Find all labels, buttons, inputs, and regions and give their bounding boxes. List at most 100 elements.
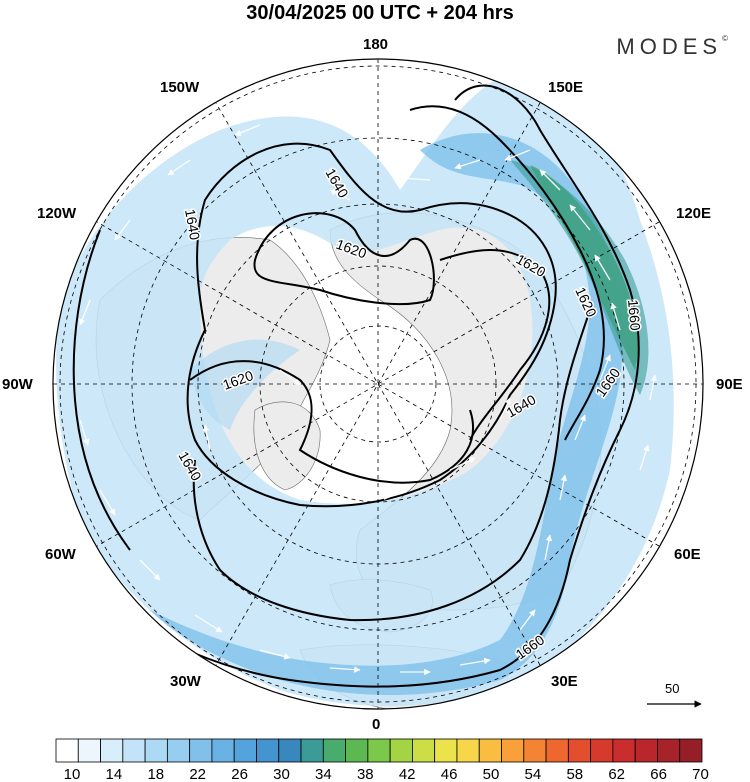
- wind-vector: [224, 374, 249, 391]
- colorbar-tick-label: 30: [273, 766, 290, 782]
- wind-vector: [574, 414, 586, 441]
- colorbar-swatch: [523, 738, 547, 763]
- colorbar-swatch: [233, 738, 257, 763]
- wind-vector: [234, 124, 261, 136]
- contour-1620-north-america: [253, 212, 435, 306]
- lon-label-150w: 150W: [160, 79, 200, 96]
- wind-vector: [139, 559, 161, 581]
- contour-1620-arctic: [189, 360, 475, 484]
- colorbar-swatch: [300, 738, 324, 763]
- colorbar-swatch: [501, 738, 525, 763]
- colorbar-swatch: [612, 738, 636, 763]
- brand-logo: MODES©: [616, 34, 728, 60]
- wind-vector: [167, 159, 191, 176]
- colorbar-tick-label: 42: [398, 766, 416, 782]
- colorbar-swatch: [679, 738, 703, 763]
- colorbar-tick-label: 34: [315, 766, 332, 782]
- colorbar-swatch: [100, 738, 124, 763]
- reference-vector-label: 50: [665, 681, 680, 696]
- wind-vector: [449, 457, 476, 471]
- colorbar-tick-label: 14: [105, 766, 123, 782]
- lon-label-60e: 60E: [674, 546, 701, 563]
- lon-label-30w: 30W: [170, 673, 201, 690]
- colorbar-tick-label: 18: [147, 766, 165, 782]
- wind-vector: [79, 419, 90, 446]
- colorbar-tick-label: 54: [524, 766, 542, 782]
- contour-label: 1660: [625, 299, 644, 332]
- colorbar-tick-label: 38: [356, 766, 374, 782]
- brand-name: MODES: [616, 34, 723, 59]
- colorbar-swatch: [55, 738, 79, 763]
- colorbar-swatch: [166, 738, 191, 763]
- brand-mark: ©: [722, 34, 728, 43]
- colorbar-swatch: [256, 738, 280, 763]
- lon-label-120e: 120E: [676, 205, 712, 222]
- wind-vector: [610, 302, 621, 331]
- colorbar: [55, 738, 703, 763]
- contour-1640-main: [186, 142, 557, 508]
- wind-vector: [649, 374, 658, 401]
- colorbar-swatch: [211, 738, 235, 763]
- colorbar-tick-label: 46: [440, 766, 458, 782]
- map-border: [52, 58, 704, 710]
- colorbar-swatch: [456, 738, 480, 763]
- wind-vector: [194, 614, 223, 633]
- wind-vector: [539, 169, 561, 191]
- colorbar-tick-label: 66: [650, 766, 667, 782]
- wind-vector: [599, 354, 611, 381]
- lon-label-150e: 150E: [548, 79, 584, 96]
- colorbar-swatch: [657, 738, 681, 763]
- colorbar-swatch: [434, 738, 458, 763]
- wind-vector: [504, 149, 531, 161]
- colorbar-swatch: [545, 738, 569, 763]
- wind-vector: [259, 649, 291, 660]
- contour-1640-atlantic: [192, 309, 591, 622]
- contour-1660-west: [72, 229, 131, 551]
- colorbar-tick-label: 62: [608, 766, 626, 782]
- wind-vector: [594, 254, 611, 281]
- colorbar-tick-label: 58: [566, 766, 584, 782]
- wind-vector: [99, 489, 116, 516]
- jet-core-edge: [510, 160, 649, 395]
- lon-label-90e: 90E: [716, 376, 743, 393]
- wind-vector: [519, 609, 536, 631]
- wind-vector: [459, 657, 491, 666]
- wind-vector: [454, 159, 481, 170]
- colorbar-tick-label: 70: [692, 766, 709, 782]
- colorbar-swatch: [345, 738, 369, 763]
- contour-1640-pacific: [409, 105, 605, 441]
- jet-band-outer: [56, 70, 674, 707]
- wind-shading: [56, 70, 674, 707]
- colorbar-swatch: [278, 738, 302, 763]
- colorbar-swatch: [77, 738, 101, 763]
- colorbar-swatch: [367, 738, 391, 763]
- wind-vectors: [79, 124, 658, 676]
- wind-vector: [202, 424, 211, 451]
- wind-vector: [359, 493, 391, 500]
- colorbar-swatch: [567, 738, 592, 763]
- jet-band-mid: [150, 133, 623, 695]
- wind-vector: [399, 175, 431, 182]
- colorbar-swatch: [478, 738, 502, 763]
- colorbar-tick-label: 10: [63, 766, 81, 782]
- colorbar-tick-label: 50: [482, 766, 500, 782]
- wind-vector: [79, 299, 91, 326]
- colorbar-tick-label: 22: [189, 766, 207, 782]
- wind-vector: [329, 666, 361, 673]
- lon-label-30e: 30E: [551, 673, 578, 690]
- wind-vector: [559, 474, 568, 501]
- arctic-band: [190, 339, 300, 430]
- lon-label-180: 180: [363, 36, 389, 53]
- chart-title: 30/04/2025 00 UTC + 204 hrs: [246, 2, 514, 24]
- wind-vector: [114, 219, 131, 241]
- contour-1620-siberia: [439, 249, 551, 441]
- colorbar-swatch: [322, 738, 346, 763]
- land-greenland: [253, 401, 321, 491]
- map-disc: [53, 59, 703, 709]
- wind-vector: [639, 444, 650, 471]
- height-contours: [72, 84, 640, 688]
- colorbar-swatch: [590, 738, 614, 763]
- lon-label-0: 0: [372, 716, 381, 733]
